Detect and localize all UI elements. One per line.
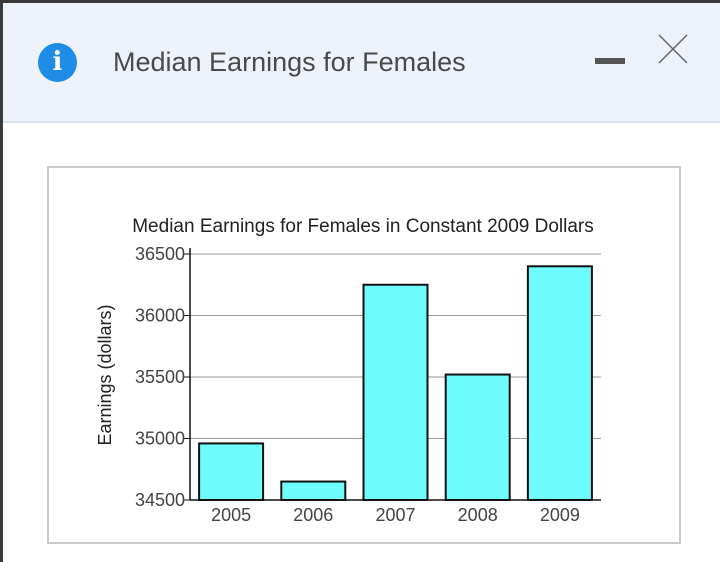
minimize-icon	[595, 58, 625, 64]
x-tick-label: 2005	[211, 505, 251, 525]
y-tick-label: 35500	[135, 367, 185, 387]
bar-2008	[444, 373, 511, 501]
window-titlebar: i Median Earnings for Females	[3, 3, 720, 123]
bar-2007	[362, 283, 429, 501]
x-tick-label: 2007	[375, 505, 415, 525]
window-title: Median Earnings for Females	[113, 47, 466, 77]
chart-panel: Median Earnings for Females in Constant …	[47, 166, 681, 544]
bar-chart: Median Earnings for Females in Constant …	[95, 216, 601, 525]
axes	[184, 248, 601, 501]
bars	[198, 265, 593, 502]
info-icon[interactable]: i	[38, 43, 77, 82]
bar-2009	[526, 265, 593, 501]
x-tick-labels: 2005 2006 2007 2008 2009	[211, 505, 580, 525]
chart-title: Median Earnings for Females in Constant …	[132, 216, 594, 237]
bar-2006	[280, 480, 347, 501]
y-tick-labels: 34500 35000 35500 36000 36500	[135, 244, 185, 510]
x-tick-label: 2008	[458, 505, 498, 525]
bar-2005	[198, 442, 265, 502]
chart-window: i Median Earnings for Females Median Ear…	[3, 3, 720, 562]
y-axis-label: Earnings (dollars)	[95, 304, 115, 445]
minimize-button[interactable]	[593, 51, 627, 71]
x-tick-label: 2009	[540, 505, 580, 525]
y-tick-label: 35000	[135, 429, 185, 449]
y-tick-label: 36500	[135, 244, 185, 264]
y-tick-label: 34500	[135, 490, 185, 510]
y-tick-label: 36000	[135, 306, 185, 326]
close-button[interactable]	[653, 31, 693, 71]
close-icon	[658, 34, 688, 64]
x-tick-label: 2006	[293, 505, 333, 525]
